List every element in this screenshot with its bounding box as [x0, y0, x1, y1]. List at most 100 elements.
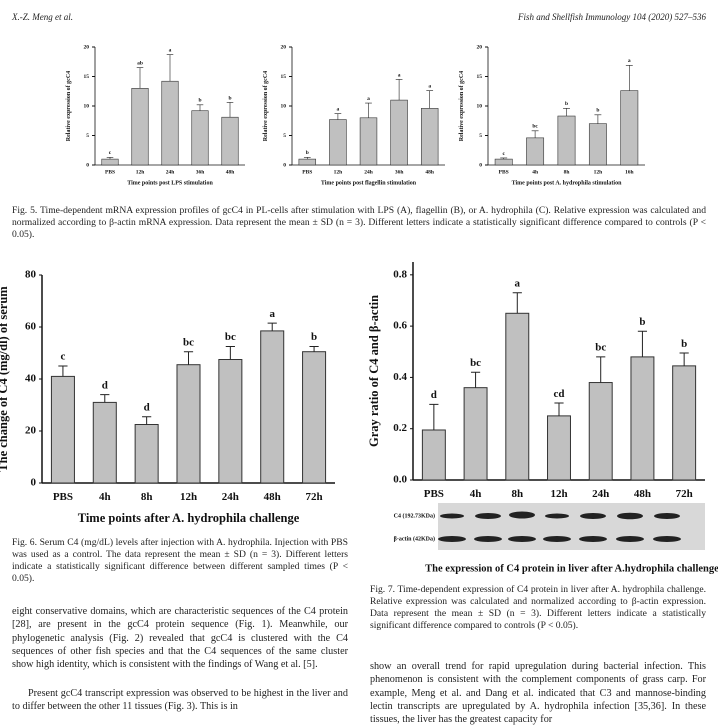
y-tick-label: 20 [25, 425, 37, 437]
y-tick-label: 0.8 [393, 268, 407, 280]
x-tick-label: 12h [550, 488, 567, 500]
y-tick-label: 0 [283, 162, 286, 168]
error-bar [303, 157, 311, 160]
x-tick-label: 4h [99, 491, 111, 503]
significance-letter: c [60, 351, 65, 363]
figure-caption: Fig. 7. Time-dependent expression of C4 … [370, 584, 706, 631]
blot-background [438, 503, 705, 550]
error-bar [395, 79, 403, 101]
error-bar [429, 403, 439, 430]
x-tick-label: 48h [634, 488, 651, 500]
y-axis-title: Gray ratio of C4 and β-actin [367, 295, 381, 447]
x-tick-label: 36h [196, 169, 205, 175]
y-tick-label: 5 [479, 133, 482, 139]
error-bar [267, 322, 277, 331]
bar [494, 158, 513, 166]
x-axis-title: Time points post A. hydrophila stimulati… [512, 181, 622, 187]
significance-letter: b [306, 150, 309, 156]
significance-letter: c [502, 151, 505, 157]
significance-letter: cd [554, 388, 565, 400]
significance-letter: b [198, 98, 201, 104]
y-tick-label: 20 [84, 44, 90, 50]
bar [191, 110, 209, 166]
error-bar [334, 113, 342, 120]
y-axis-title: Relative expression of gcC4 [459, 71, 465, 141]
bar [329, 119, 347, 166]
y-tick-label: 10 [84, 103, 90, 109]
significance-letter: d [144, 401, 150, 413]
error-bar [426, 90, 434, 109]
y-tick-label: 0 [86, 162, 89, 168]
error-bar [365, 102, 372, 118]
significance-letter: bc [532, 124, 538, 130]
bar [131, 88, 149, 166]
significance-letter: b [596, 108, 599, 114]
x-tick-label: 16h [625, 169, 634, 175]
bar [221, 116, 239, 166]
x-tick-label: 12h [136, 169, 145, 175]
error-bar [596, 356, 606, 383]
significance-letter: bc [225, 331, 236, 343]
bar [260, 330, 285, 484]
running-author: X.-Z. Meng et al. [12, 12, 73, 22]
y-axis-title: Relative expression of gcC4 [263, 71, 269, 141]
running-journal: Fish and Shellfish Immunology 104 (2020)… [518, 12, 706, 22]
x-tick-label: 72h [306, 491, 323, 503]
y-axis-title: Relative expression of gcC4 [66, 71, 72, 141]
bar [359, 117, 378, 166]
error-bar [512, 292, 522, 314]
bar [218, 359, 243, 484]
error-bar [470, 371, 481, 388]
significance-letter: b [311, 331, 317, 343]
bar [302, 351, 327, 484]
significance-letter: bc [595, 342, 606, 354]
y-tick-label: 20 [281, 44, 287, 50]
y-tick-label: 20 [477, 44, 483, 50]
bar [588, 123, 607, 166]
significance-letter: bc [183, 336, 194, 348]
y-tick-label: 5 [283, 133, 286, 139]
paragraph: show an overall trend for rapid upregula… [370, 661, 706, 726]
significance-letter: ab [137, 61, 143, 67]
x-tick-label: 48h [425, 169, 434, 175]
western-blot [438, 503, 705, 550]
significance-letter: b [639, 316, 645, 328]
x-tick-label: 12h [180, 491, 197, 503]
figure-caption: Fig. 6. Serum C4 (mg/dL) levels after in… [12, 537, 348, 584]
significance-letter: a [398, 72, 401, 78]
blot-label: C4 (192.73KDa) [394, 512, 435, 519]
y-axis-title: The change of C4 (mg/dl) of serum [0, 286, 10, 472]
y-tick-label: 0.2 [393, 422, 407, 434]
error-bar [625, 64, 633, 91]
significance-letter: b [228, 95, 231, 101]
significance-letter: d [431, 389, 437, 401]
x-tick-label: 24h [364, 169, 373, 175]
bar [161, 80, 179, 166]
x-tick-label: PBS [302, 169, 312, 175]
x-tick-label: 8h [141, 491, 153, 503]
x-tick-label: 8h [564, 169, 570, 175]
y-tick-label: 0.6 [393, 320, 407, 332]
y-tick-label: 15 [84, 74, 90, 80]
y-tick-label: 5 [86, 133, 89, 139]
y-tick-label: 15 [477, 74, 483, 80]
error-bar [500, 157, 508, 160]
error-bar [183, 351, 194, 365]
x-tick-label: PBS [499, 169, 509, 175]
x-tick-label: 8h [511, 488, 523, 500]
error-bar [554, 402, 564, 416]
bar [620, 90, 639, 166]
x-axis-title: Time points post LPS stimulation [127, 181, 213, 187]
bar [672, 365, 697, 481]
x-tick-label: 12h [594, 169, 603, 175]
error-bar [594, 114, 602, 124]
significance-letter: c [109, 150, 112, 156]
error-bar [531, 130, 539, 138]
significance-letter: bc [470, 357, 481, 369]
error-bar [225, 346, 235, 360]
figure-caption: Fig. 5. Time-dependent mRNA expression p… [12, 205, 706, 240]
x-tick-label: 24h [592, 488, 609, 500]
bar [298, 158, 317, 166]
